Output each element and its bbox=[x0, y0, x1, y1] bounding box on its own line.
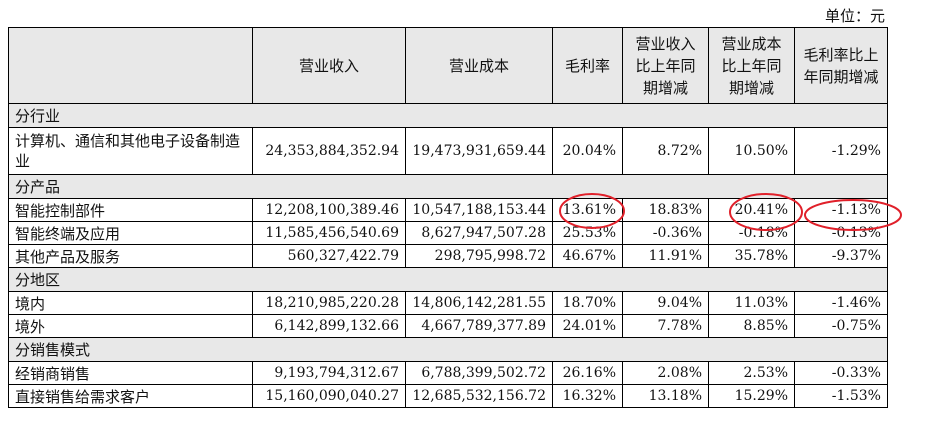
header-revenue-change: 营业收入比上年同期增减 bbox=[622, 27, 709, 104]
cell-cost-change: 2.53% bbox=[708, 361, 795, 385]
row-name: 境外 bbox=[8, 314, 253, 338]
row-name: 智能控制部件 bbox=[8, 198, 253, 222]
cell-margin: 24.01% bbox=[552, 314, 623, 338]
cell-cost-change: 35.78% bbox=[708, 244, 795, 268]
cell-cost-change: 8.85% bbox=[708, 314, 795, 338]
row-name: 其他产品及服务 bbox=[8, 244, 253, 268]
table-row: 境内 18,210,985,220.28 14,806,142,281.55 1… bbox=[8, 291, 888, 315]
unit-label: 单位：元 bbox=[824, 7, 885, 25]
cell-margin-change: -9.37% bbox=[794, 244, 888, 268]
section-row: 分地区 bbox=[8, 267, 888, 292]
cell-revenue-change: 9.04% bbox=[622, 291, 709, 315]
cell-margin: 26.16% bbox=[552, 361, 623, 385]
cell-cost: 6,788,399,502.72 bbox=[405, 361, 553, 385]
cell-margin-change: -0.33% bbox=[794, 361, 888, 385]
cell-cost: 12,685,532,156.72 bbox=[405, 384, 553, 408]
row-name: 智能终端及应用 bbox=[8, 221, 253, 245]
section-row: 分产品 bbox=[8, 174, 888, 199]
cell-revenue-change: 13.18% bbox=[622, 384, 709, 408]
cell-revenue: 6,142,899,132.66 bbox=[252, 314, 406, 338]
table-row: 智能控制部件 12,208,100,389.46 10,547,188,153.… bbox=[8, 198, 888, 222]
header-cost: 营业成本 bbox=[405, 27, 553, 104]
section-title: 分销售模式 bbox=[8, 337, 888, 362]
cell-revenue-change: 18.83% bbox=[622, 198, 709, 222]
cell-cost-change: 10.50% bbox=[708, 127, 795, 175]
cell-cost: 14,806,142,281.55 bbox=[405, 291, 553, 315]
header-revenue: 营业收入 bbox=[252, 27, 406, 104]
cell-revenue: 9,193,794,312.67 bbox=[252, 361, 406, 385]
cell-cost: 8,627,947,507.28 bbox=[405, 221, 553, 245]
cell-margin: 13.61% bbox=[552, 198, 623, 222]
cell-cost: 298,795,998.72 bbox=[405, 244, 553, 268]
cell-revenue: 11,585,456,540.69 bbox=[252, 221, 406, 245]
cell-margin-change: -0.75% bbox=[794, 314, 888, 338]
header-margin-change: 毛利率比上年同期增减 bbox=[794, 27, 888, 104]
cell-margin: 18.70% bbox=[552, 291, 623, 315]
cell-cost-change: 11.03% bbox=[708, 291, 795, 315]
cell-revenue: 24,353,884,352.94 bbox=[252, 127, 406, 175]
section-row: 分销售模式 bbox=[8, 337, 888, 362]
cell-cost-change: 20.41% bbox=[708, 198, 795, 222]
cell-revenue: 560,327,422.79 bbox=[252, 244, 406, 268]
cell-cost-change: 15.29% bbox=[708, 384, 795, 408]
header-gross-margin: 毛利率 bbox=[552, 27, 623, 104]
cell-revenue: 12,208,100,389.46 bbox=[252, 198, 406, 222]
table-row: 计算机、通信和其他电子设备制造业 24,353,884,352.94 19,47… bbox=[8, 127, 888, 175]
cell-revenue-change: -0.36% bbox=[622, 221, 709, 245]
cell-revenue-change: 7.78% bbox=[622, 314, 709, 338]
section-title: 分行业 bbox=[8, 103, 888, 128]
header-blank bbox=[8, 27, 253, 104]
cell-revenue-change: 11.91% bbox=[622, 244, 709, 268]
cell-cost: 19,473,931,659.44 bbox=[405, 127, 553, 175]
cell-cost: 10,547,188,153.44 bbox=[405, 198, 553, 222]
cell-margin-change: -1.46% bbox=[794, 291, 888, 315]
cell-revenue-change: 2.08% bbox=[622, 361, 709, 385]
cell-margin-change: -1.29% bbox=[794, 127, 888, 175]
revenue-breakdown-table: 营业收入 营业成本 毛利率 营业收入比上年同期增减 营业成本比上年同期增减 毛利… bbox=[8, 27, 888, 408]
header-cost-change: 营业成本比上年同期增减 bbox=[708, 27, 795, 104]
cell-margin-change: -0.13% bbox=[794, 221, 888, 245]
row-name: 境内 bbox=[8, 291, 253, 315]
cell-margin-change: -1.13% bbox=[794, 198, 888, 222]
cell-revenue-change: 8.72% bbox=[622, 127, 709, 175]
cell-cost-change: -0.18% bbox=[708, 221, 795, 245]
section-row: 分行业 bbox=[8, 103, 888, 128]
table-row: 智能终端及应用 11,585,456,540.69 8,627,947,507.… bbox=[8, 221, 888, 245]
section-title: 分地区 bbox=[8, 267, 888, 292]
cell-margin: 20.04% bbox=[552, 127, 623, 175]
cell-margin-change: -1.53% bbox=[794, 384, 888, 408]
row-name: 经销商销售 bbox=[8, 361, 253, 385]
cell-revenue: 18,210,985,220.28 bbox=[252, 291, 406, 315]
section-title: 分产品 bbox=[8, 174, 888, 199]
table-row: 其他产品及服务 560,327,422.79 298,795,998.72 46… bbox=[8, 244, 888, 268]
cell-margin: 46.67% bbox=[552, 244, 623, 268]
row-name: 计算机、通信和其他电子设备制造业 bbox=[8, 127, 253, 175]
table-row: 境外 6,142,899,132.66 4,667,789,377.89 24.… bbox=[8, 314, 888, 338]
cell-revenue: 15,160,090,040.27 bbox=[252, 384, 406, 408]
cell-margin: 16.32% bbox=[552, 384, 623, 408]
cell-cost: 4,667,789,377.89 bbox=[405, 314, 553, 338]
table-row: 直接销售给需求客户 15,160,090,040.27 12,685,532,1… bbox=[8, 384, 888, 408]
table-header-row: 营业收入 营业成本 毛利率 营业收入比上年同期增减 营业成本比上年同期增减 毛利… bbox=[8, 27, 888, 104]
row-name: 直接销售给需求客户 bbox=[8, 384, 253, 408]
cell-margin: 25.53% bbox=[552, 221, 623, 245]
table-row: 经销商销售 9,193,794,312.67 6,788,399,502.72 … bbox=[8, 361, 888, 385]
